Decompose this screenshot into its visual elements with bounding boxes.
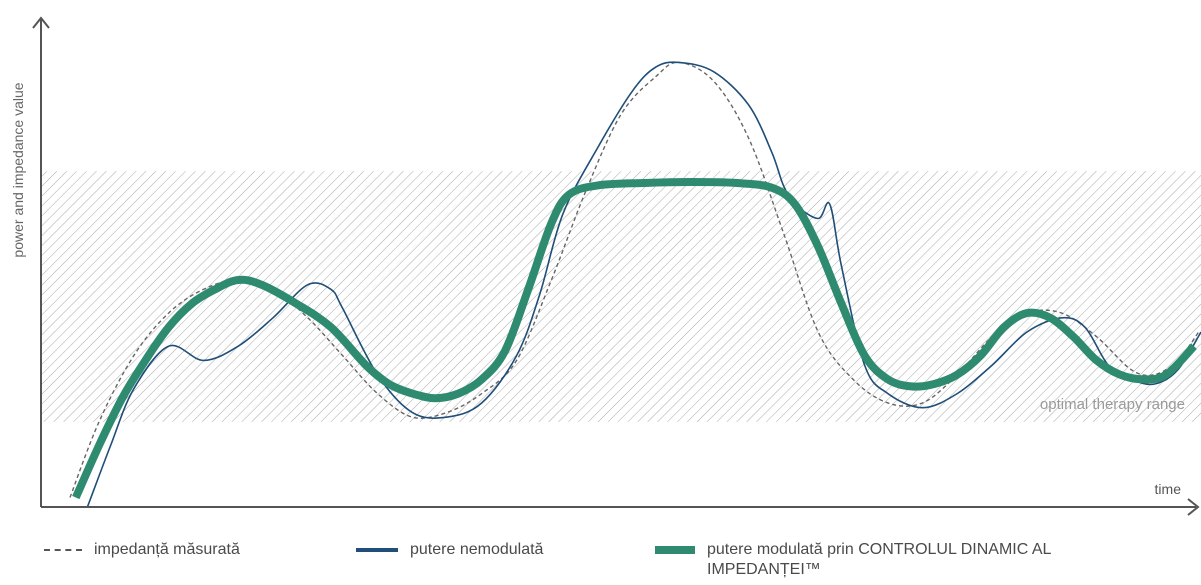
optimal-therapy-band	[41, 171, 1201, 422]
dashed-line-swatch	[44, 549, 82, 551]
y-axis-label: power and impedance value	[10, 82, 26, 257]
chart: optimal therapy range power and impedanc…	[10, 16, 1201, 516]
legend-item-impedance: impedanță măsurată	[44, 540, 240, 560]
axes	[32, 16, 1200, 516]
legend-label: putere modulată prin CONTROLUL DINAMIC A…	[707, 541, 1051, 578]
x-axis-arrow	[1187, 498, 1200, 516]
band-label: optimal therapy range	[1040, 396, 1185, 413]
series-unmodulated-line	[86, 61, 1201, 508]
legend-item-unmodulated: putere nemodulată	[356, 540, 543, 560]
blue-line-swatch	[356, 548, 398, 552]
green-line-swatch	[655, 546, 695, 554]
y-axis-arrow	[32, 16, 50, 29]
legend-item-modulated: putere modulată prin CONTROLUL DINAMIC A…	[655, 540, 1147, 580]
x-axis-label: time	[1155, 481, 1182, 497]
series-modulated-line	[72, 178, 1197, 500]
legend-label: putere nemodulată	[410, 541, 544, 558]
legend: impedanță măsurată putere nemodulată put…	[0, 540, 1201, 585]
legend-label: impedanță măsurată	[94, 541, 240, 558]
series-layer	[69, 61, 1201, 508]
